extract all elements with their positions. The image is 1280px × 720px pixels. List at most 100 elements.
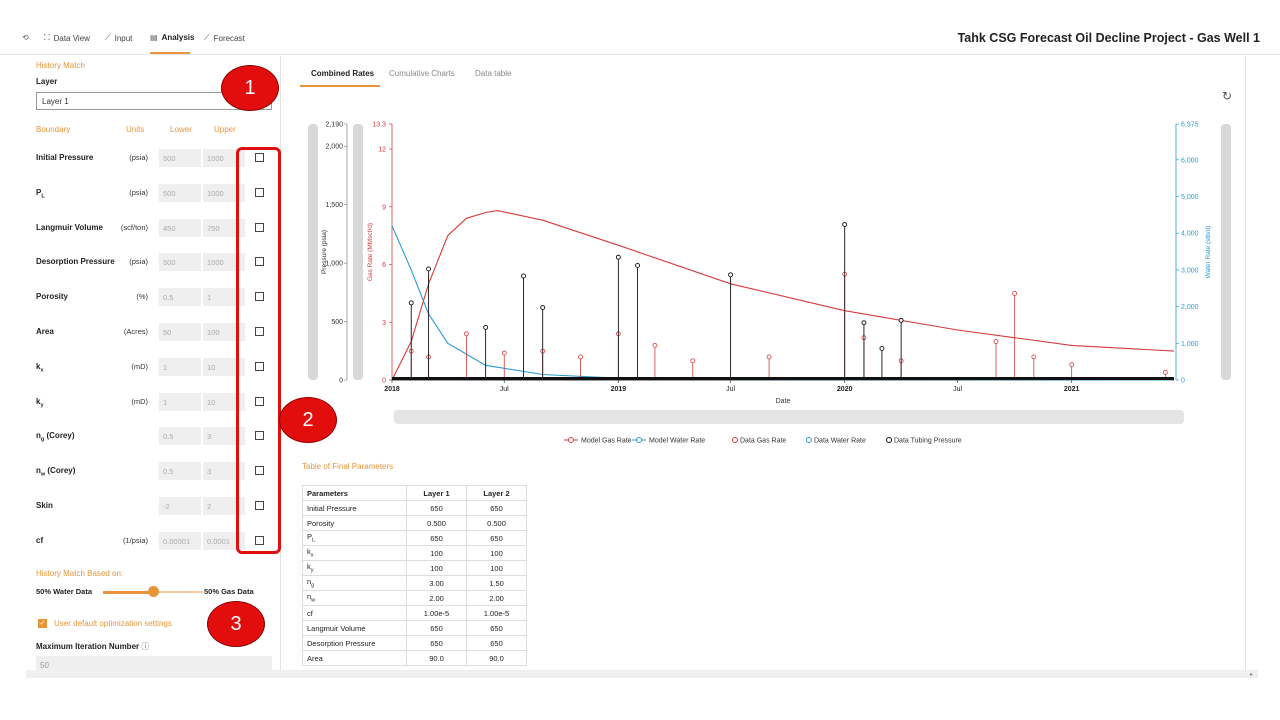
nav-back-icon[interactable]: ⟲ [22, 33, 29, 42]
info-icon[interactable]: ⓘ [141, 642, 150, 651]
parameter-row: nw (Corey) 0.5 3 [30, 462, 278, 482]
lower-bound-input[interactable]: 1 [159, 392, 201, 411]
tab-combined-rates[interactable]: Combined Rates [311, 69, 375, 78]
tubing-pressure-point [483, 324, 489, 330]
parameter-checkbox[interactable] [255, 153, 264, 162]
parameter-checkbox[interactable] [255, 292, 264, 302]
upper-bound-input[interactable]: 2 [203, 497, 245, 515]
parameter-row: PL (psia) 500 1000 [30, 183, 278, 204]
upper-bound-input[interactable]: 3 [203, 427, 245, 446]
table-cell: 650 [466, 635, 527, 651]
upper-bound-input[interactable]: 100 [203, 323, 245, 341]
upper-bound-input[interactable]: 1000 [203, 149, 245, 167]
upper-bound-input[interactable]: 10 [203, 357, 245, 376]
pressure-axis-scroll[interactable] [308, 124, 318, 380]
data-gas-point [501, 350, 507, 356]
tab-cumulative-charts[interactable]: Cumulative Charts [389, 69, 455, 78]
lower-bound-input[interactable]: 50 [159, 323, 201, 341]
column-header: Parameters [302, 485, 407, 501]
data-gas-point [766, 354, 772, 360]
data-gas-point [1012, 290, 1018, 296]
tab-data-table[interactable]: Data table [475, 69, 512, 78]
parameter-row: Desorption Pressure (psia) 500 1000 [30, 253, 278, 273]
upper-bound-input[interactable]: 750 [203, 218, 245, 237]
tab-input[interactable]: ⟋ Input [105, 33, 133, 43]
parameter-name: ky [36, 396, 44, 409]
table-cell: Porosity [302, 515, 407, 531]
chart-line-icon: ⟋ [204, 33, 210, 42]
table-cell: 650 [406, 620, 467, 636]
table-cell: Desorption Pressure [302, 635, 407, 651]
table-cell: 100 [406, 545, 467, 561]
water-axis-scroll[interactable] [1221, 124, 1231, 380]
table-cell: Langmuir Volume [302, 620, 407, 636]
horizontal-scrollbar[interactable] [26, 670, 1258, 678]
pressure-tick-label: 1,500 [325, 202, 343, 209]
table-row: nw 2.00 2.00 [302, 590, 527, 606]
parameter-checkbox[interactable] [255, 535, 264, 545]
date-range-scroll[interactable] [394, 410, 1184, 424]
parameter-name: nw (Corey) [36, 466, 76, 478]
parameter-row: Initial Pressure (psia) 500 1000 [30, 149, 278, 169]
gas-tick-label: 13.3 [372, 122, 386, 129]
lower-bound-input[interactable]: -2 [159, 497, 201, 515]
gas-axis-title: Gas Rate (MMscf/d) [367, 223, 374, 281]
parameter-checkbox[interactable] [255, 222, 264, 232]
parameter-checkbox[interactable] [255, 327, 264, 336]
column-header: Layer 1 [406, 485, 467, 501]
header-divider [0, 54, 1280, 55]
water-tick-label: 5,000 [1181, 194, 1199, 201]
upper-bound-input[interactable]: 10 [203, 392, 245, 411]
lower-bound-input[interactable]: 450 [159, 218, 201, 237]
tab-forecast[interactable]: ⟋ Forecast [204, 33, 245, 43]
upper-bound-input[interactable]: 1 [203, 288, 245, 307]
tubing-pressure-point [426, 266, 432, 272]
optimization-settings-checkbox[interactable]: ✓ [38, 619, 47, 628]
tubing-pressure-point [521, 273, 526, 279]
scroll-right-icon[interactable]: ▸ [1250, 672, 1254, 678]
water-tick-label: 6,000 [1181, 157, 1199, 164]
data-view-icon: ⛶ [44, 33, 50, 42]
lower-bound-input[interactable]: 500 [159, 149, 201, 167]
water-tick-label: 4,000 [1181, 231, 1199, 238]
parameter-checkbox[interactable] [255, 257, 264, 267]
lower-bound-input[interactable]: 1 [159, 357, 201, 376]
tubing-pressure-point [842, 222, 848, 227]
table-cell: nw [302, 590, 407, 606]
table-cell: 100 [466, 545, 527, 561]
data-gas-point [1162, 369, 1168, 375]
lower-bound-input[interactable]: 0.5 [159, 427, 201, 446]
parameter-checkbox[interactable] [255, 431, 264, 441]
parameter-name: PL [36, 187, 45, 200]
parameter-checkbox[interactable] [255, 361, 264, 371]
lower-bound-input[interactable]: 0.5 [159, 288, 201, 307]
tubing-pressure-point [615, 254, 621, 260]
checkbox-highlight-box [236, 147, 281, 554]
parameter-checkbox[interactable] [255, 466, 264, 476]
parameter-checkbox[interactable] [255, 396, 264, 406]
optimization-settings-label: User default optimization settings [54, 619, 172, 628]
parameter-checkbox[interactable] [255, 187, 264, 197]
lower-bound-input[interactable]: 0.00001 [159, 531, 201, 550]
slider-thumb[interactable] [148, 586, 159, 597]
parameter-name: Skin [36, 501, 53, 510]
refresh-icon[interactable]: ↻ [1222, 89, 1233, 103]
upper-bound-input[interactable]: 0.0001 [203, 531, 245, 550]
parameter-name: Porosity [36, 292, 69, 302]
lower-bound-input[interactable]: 500 [159, 253, 201, 272]
parameter-checkbox[interactable] [255, 501, 264, 510]
upper-bound-input[interactable]: 1000 [203, 183, 245, 202]
gas-axis-scroll[interactable] [353, 124, 363, 380]
max-iteration-input[interactable]: 50 [36, 656, 272, 674]
tab-data-view[interactable]: ⛶ Data View [44, 33, 90, 43]
parameter-name: Langmuir Volume [36, 222, 103, 232]
table-cell: 0.500 [406, 515, 467, 531]
table-row: Porosity 0.500 0.500 [302, 515, 527, 531]
lower-bound-input[interactable]: 0.5 [159, 462, 201, 481]
upper-bound-input[interactable]: 3 [203, 462, 245, 481]
upper-bound-input[interactable]: 1000 [203, 253, 245, 272]
callout-1: 1 [221, 65, 279, 111]
project-title: Tahk CSG Forecast Oil Decline Project - … [957, 31, 1260, 45]
tab-analysis[interactable]: ▤ Analysis [150, 33, 195, 42]
lower-bound-input[interactable]: 500 [159, 183, 201, 202]
